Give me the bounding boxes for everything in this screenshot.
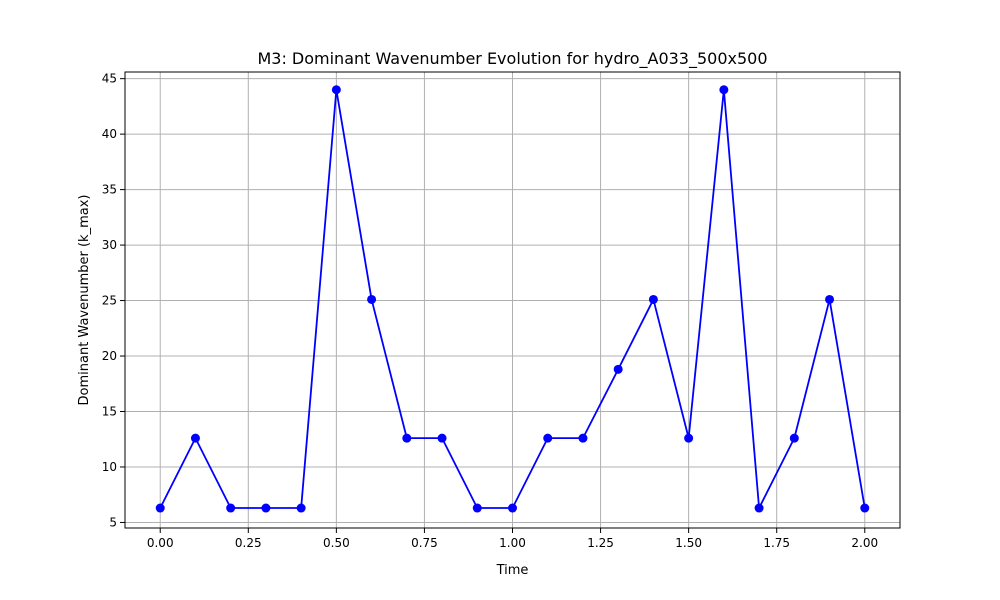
data-point — [472, 503, 482, 513]
data-point — [190, 433, 200, 443]
data-point — [508, 503, 517, 513]
data-point — [754, 503, 764, 513]
chart-title: M3: Dominant Wavenumber Evolution for hy… — [257, 49, 767, 69]
x-tick-label: 1.50 — [675, 536, 702, 550]
y-tick-label: 15 — [102, 405, 117, 419]
y-tick-label: 35 — [102, 183, 117, 197]
x-tick-label: 0.00 — [147, 536, 174, 550]
data-point — [719, 85, 729, 95]
x-tick-label: 0.75 — [411, 536, 438, 550]
y-tick-label: 20 — [102, 349, 117, 363]
data-point — [437, 433, 447, 443]
data-point — [261, 503, 271, 513]
y-tick-label: 30 — [102, 238, 117, 252]
x-tick-label: 1.25 — [587, 536, 614, 550]
x-tick-label: 1.75 — [763, 536, 790, 550]
data-point — [226, 503, 236, 513]
data-point — [155, 503, 165, 513]
data-point — [825, 294, 835, 304]
data-point — [648, 294, 658, 304]
y-tick-label: 25 — [102, 294, 117, 308]
x-axis-label: Time — [496, 563, 529, 578]
x-tick-label: 1.00 — [499, 536, 526, 550]
x-tick-label: 0.50 — [323, 536, 350, 550]
data-point — [684, 433, 694, 443]
data-point — [860, 503, 870, 513]
y-tick-label: 10 — [102, 460, 117, 474]
y-tick-label: 5 — [109, 515, 117, 529]
y-tick-label: 45 — [102, 72, 117, 86]
series-layer — [155, 85, 870, 513]
x-tick-label: 2.00 — [851, 536, 878, 550]
ticks: 0.00 0.25 0.50 0.75 1.00 1.25 1.50 1.75 2.00 5 10 1… — [102, 72, 878, 550]
data-point — [613, 364, 623, 374]
y-tick-label: 40 — [102, 127, 117, 141]
x-tick-label: 0.25 — [235, 536, 262, 550]
data-point — [578, 433, 588, 443]
data-point — [402, 433, 412, 443]
y-axis-label: Dominant Wavenumber (k_max) — [77, 195, 92, 406]
data-point — [331, 85, 341, 95]
data-point — [789, 433, 799, 443]
grid — [125, 72, 900, 528]
data-point — [543, 433, 553, 443]
data-point — [296, 503, 306, 513]
data-point — [367, 294, 377, 304]
